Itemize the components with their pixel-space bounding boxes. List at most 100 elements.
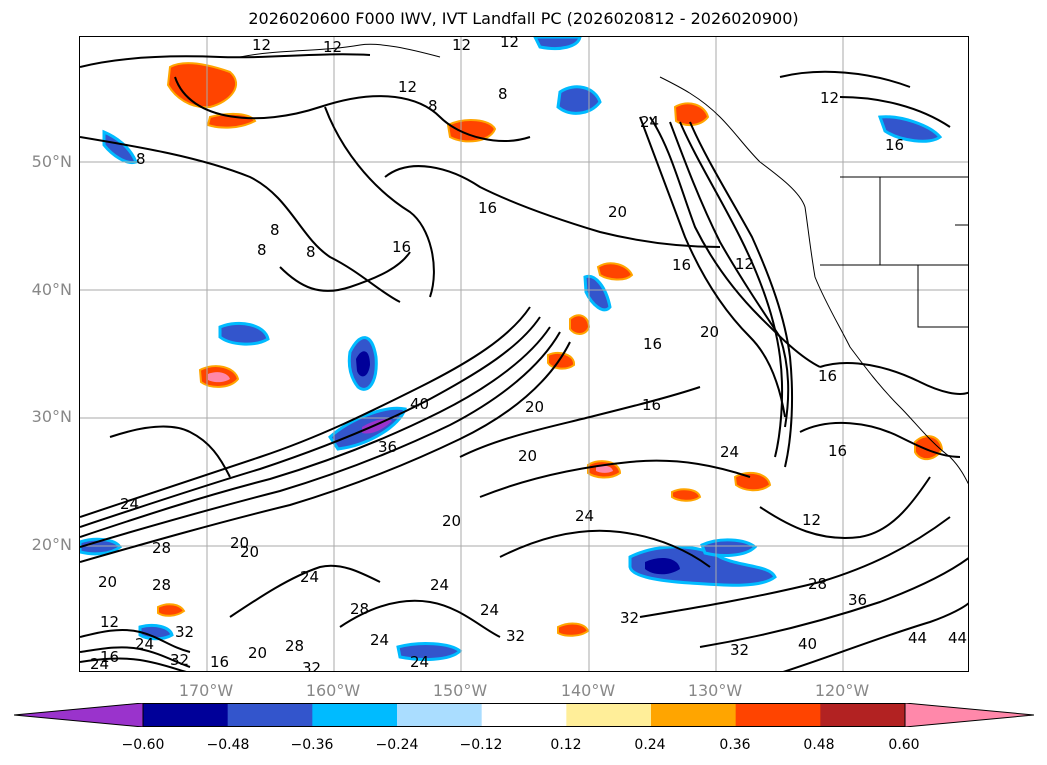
contour-label: 36 — [848, 591, 867, 609]
lat-label-50n: 50°N — [31, 152, 72, 171]
contour-label: 24 — [90, 655, 109, 672]
shade-patch — [362, 419, 392, 434]
contour-label: 12 — [323, 38, 342, 56]
contour-label: 24 — [120, 495, 139, 513]
chart-title: 2026020600 F000 IWV, IVT Landfall PC (20… — [248, 9, 799, 28]
contour-label: 24 — [575, 507, 594, 525]
contour-label: 24 — [300, 568, 319, 586]
contour-label: 32 — [506, 627, 525, 645]
contour-label: 20 — [608, 203, 627, 221]
contour-label: 20 — [240, 543, 259, 561]
shade-patch — [877, 115, 943, 143]
shade-patch — [596, 465, 613, 473]
lat-label-40n: 40°N — [31, 280, 72, 299]
contour-labels: 12 12 12 8 12 8 8 12 16 16 16 20 24 16 1… — [90, 37, 967, 672]
contour-label: 32 — [175, 623, 194, 641]
shading-layer — [80, 37, 944, 661]
contour-label: 16 — [643, 335, 662, 353]
colorbar-bin — [735, 703, 821, 727]
lon-label-160w: 160°W — [305, 681, 361, 700]
lon-label-140w: 140°W — [560, 681, 616, 700]
shade-patch — [569, 314, 591, 335]
contour-label: 24 — [370, 631, 389, 649]
lon-label-170w: 170°W — [178, 681, 234, 700]
contour-label: 36 — [378, 438, 397, 456]
contour-label: 40 — [410, 395, 429, 413]
contour-label: 20 — [700, 323, 719, 341]
contour-label: 28 — [350, 600, 369, 618]
shade-patch — [914, 435, 944, 461]
contour-label: 12 — [500, 37, 519, 51]
contour-label: 8 — [306, 243, 316, 261]
colorbar-tick: 0.48 — [803, 737, 835, 753]
shade-patch — [218, 322, 270, 346]
colorbar-bin — [820, 703, 906, 727]
shade-patch — [157, 603, 186, 617]
colorbar-tick: 0.36 — [719, 737, 751, 753]
lat-label-20n: 20°N — [31, 535, 72, 554]
contour-label: 44 — [908, 629, 927, 647]
contour-label: 8 — [428, 97, 438, 115]
shade-patch — [208, 372, 230, 383]
shade-patch — [166, 62, 238, 109]
contour-label: 28 — [285, 637, 304, 655]
contour-label: 24 — [720, 443, 739, 461]
contour-label: 32 — [170, 651, 189, 669]
shade-patch — [628, 545, 777, 587]
contour-label: 16 — [642, 396, 661, 414]
contour-label: 20 — [230, 534, 249, 552]
shade-patch — [733, 471, 772, 492]
contour-label: 20 — [518, 447, 537, 465]
colorbar-tick: −0.24 — [375, 737, 419, 753]
contour-label: 40 — [798, 635, 817, 653]
lon-label-150w: 150°W — [432, 681, 488, 700]
colorbar-tick: −0.36 — [290, 737, 334, 753]
colorbar-bin — [312, 703, 398, 727]
map-svg: 12 12 12 8 12 8 8 12 16 16 16 20 24 16 1… — [80, 37, 968, 672]
shade-patch — [671, 488, 702, 502]
shade-patch — [396, 642, 463, 661]
contour-label: 12 — [820, 89, 839, 107]
colorbar-tick: −0.12 — [459, 737, 503, 753]
map-panel: 12 12 12 8 12 8 8 12 16 16 16 20 24 16 1… — [79, 36, 969, 672]
contour-label: 28 — [152, 576, 171, 594]
coastlines — [239, 43, 968, 485]
graticule — [80, 37, 968, 671]
shade-patch — [446, 119, 497, 143]
shade-patch — [645, 557, 680, 575]
contour-label: 32 — [620, 609, 639, 627]
contour-label: 16 — [210, 653, 229, 671]
colorbar-extend-high — [904, 703, 1034, 727]
colorbar-bin — [566, 703, 652, 727]
contour-label: 28 — [152, 539, 171, 557]
shade-patch — [556, 85, 602, 115]
colorbar-tick: −0.48 — [206, 737, 250, 753]
colorbar-extend-low — [14, 703, 144, 727]
contour-label: 20 — [98, 573, 117, 591]
colorbar-tick: 0.24 — [634, 737, 666, 753]
contour-label: 44 — [948, 629, 967, 647]
shade-patch — [700, 538, 758, 557]
contour-label: 12 — [802, 511, 821, 529]
colorbar-bin — [227, 703, 313, 727]
colorbar-bin — [143, 703, 229, 727]
colorbar-outline — [142, 703, 906, 727]
lon-label-120w: 120°W — [814, 681, 870, 700]
shade-patch — [583, 274, 612, 312]
lon-label-130w: 130°W — [687, 681, 743, 700]
colorbar-bin — [651, 703, 737, 727]
contour-label: 24 — [480, 601, 499, 619]
contour-label: 24 — [430, 576, 449, 594]
contour-label: 12 — [252, 37, 271, 54]
shade-patch — [596, 262, 634, 281]
contour-label: 20 — [525, 398, 544, 416]
contour-label: 12 — [735, 255, 754, 273]
contour-label: 24 — [410, 653, 429, 671]
contour-label: 16 — [828, 442, 847, 460]
contour-label: 16 — [885, 136, 904, 154]
contour-label: 8 — [136, 150, 146, 168]
colorbar-tick: 0.60 — [888, 737, 920, 753]
contour-label: 16 — [672, 256, 691, 274]
colorbar-bin — [397, 703, 483, 727]
shade-patch — [673, 102, 710, 127]
